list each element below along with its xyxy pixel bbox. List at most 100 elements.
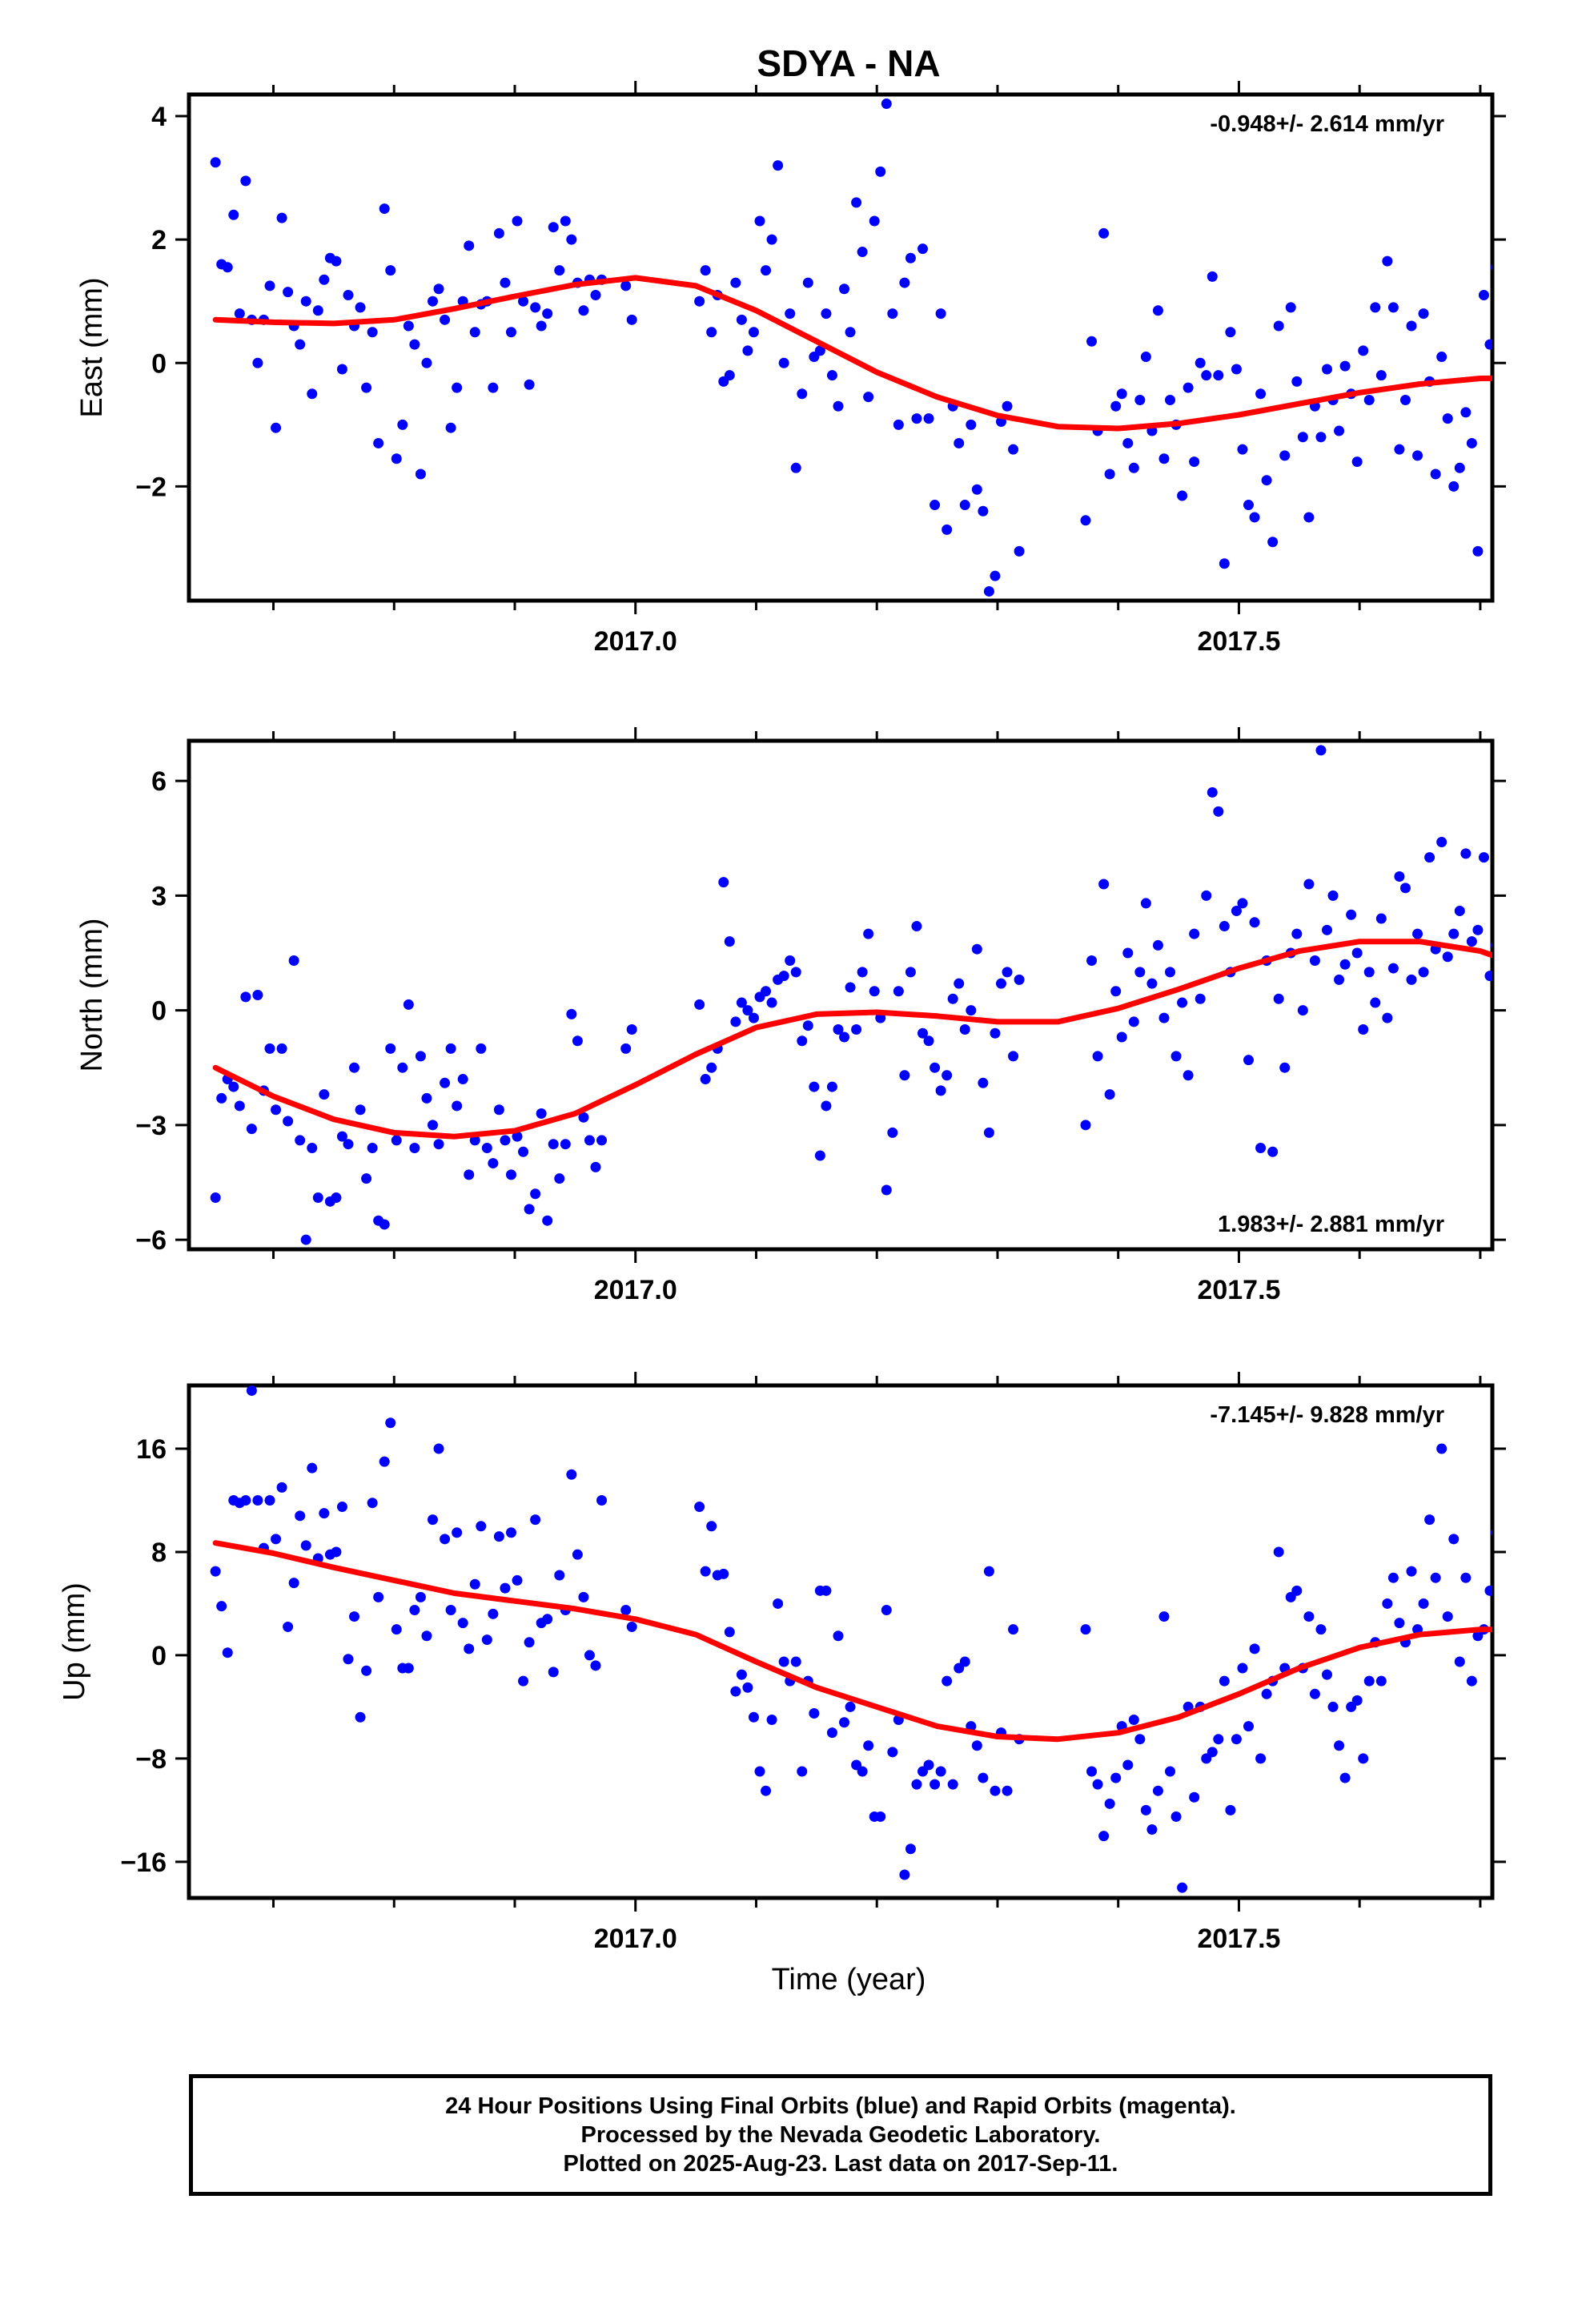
up-y-tick-label: 0 — [151, 1641, 167, 1671]
north-data-point — [367, 1142, 378, 1153]
up-data-point — [524, 1637, 535, 1648]
north-data-point — [1122, 947, 1134, 959]
east-data-point — [1375, 370, 1387, 381]
north-data-point — [1472, 924, 1484, 935]
up-data-point — [1273, 1546, 1284, 1558]
east-data-point — [754, 215, 765, 227]
north-data-point — [560, 1139, 571, 1150]
north-data-point — [833, 1023, 844, 1035]
up-data-point — [572, 1549, 583, 1560]
north-data-point — [500, 1135, 511, 1146]
north-data-point — [505, 1169, 516, 1180]
east-data-point — [283, 287, 294, 298]
east-data-point — [385, 265, 396, 276]
up-data-point — [1002, 1785, 1013, 1796]
east-data-point — [1430, 468, 1441, 480]
north-data-point — [983, 1127, 994, 1138]
east-data-point — [857, 247, 868, 258]
east-data-point — [1255, 388, 1267, 400]
north-data-point — [481, 1142, 492, 1153]
footer-line-1: 24 Hour Positions Using Final Orbits (bl… — [445, 2093, 1236, 2119]
east-data-point — [427, 296, 438, 307]
east-data-point — [971, 484, 982, 495]
footer-line-3: Plotted on 2025-Aug-23. Last data on 201… — [563, 2151, 1118, 2177]
north-data-point — [700, 1074, 711, 1085]
north-data-point — [343, 1139, 354, 1150]
up-data-point — [1231, 1734, 1242, 1745]
north-data-point — [476, 1043, 487, 1054]
up-data-point — [911, 1779, 922, 1790]
east-data-point — [778, 357, 789, 368]
north-data-point — [1382, 1012, 1393, 1023]
up-data-point — [857, 1766, 868, 1777]
up-data-point — [1363, 1675, 1375, 1687]
east-data-point — [464, 240, 475, 251]
up-data-point — [1551, 1695, 1561, 1706]
up-data-point — [283, 1621, 294, 1632]
north-data-point — [403, 999, 414, 1010]
east-data-point — [1472, 545, 1484, 557]
east-data-point — [814, 345, 825, 356]
east-data-point — [343, 289, 354, 300]
up-data-point — [990, 1785, 1001, 1796]
north-data-point — [385, 1043, 396, 1054]
up-data-point — [1128, 1715, 1139, 1726]
up-data-point — [590, 1660, 601, 1671]
east-data-point — [373, 437, 384, 448]
up-data-point — [596, 1494, 608, 1506]
east-data-point — [1285, 302, 1296, 313]
east-data-point — [978, 505, 989, 517]
east-data-point — [851, 197, 862, 208]
north-data-point — [1092, 1051, 1103, 1062]
north-data-point — [814, 1150, 825, 1161]
up-data-point — [1261, 1688, 1272, 1699]
up-data-point — [983, 1566, 994, 1577]
east-data-point — [379, 203, 390, 215]
east-data-point — [1128, 462, 1139, 473]
up-data-point — [1315, 1624, 1327, 1635]
north-rate-label: 1.983+/- 2.881 mm/yr — [1218, 1212, 1444, 1237]
east-data-point — [887, 308, 898, 320]
north-data-point — [1237, 898, 1248, 909]
east-data-point — [839, 283, 850, 295]
north-data-point — [319, 1089, 330, 1100]
north-data-point — [1128, 1016, 1139, 1027]
up-data-point — [773, 1598, 784, 1609]
north-data-point — [1327, 890, 1339, 901]
up-data-point — [730, 1686, 741, 1697]
north-data-point — [1539, 936, 1549, 947]
up-data-point — [1503, 1637, 1513, 1647]
up-data-point — [1207, 1747, 1218, 1758]
east-data-point — [548, 222, 559, 233]
north-data-point — [978, 1077, 989, 1088]
north-data-point — [887, 1127, 898, 1138]
north-data-point — [1563, 1020, 1573, 1031]
east-data-point — [1460, 407, 1472, 418]
north-data-point — [766, 997, 777, 1008]
north-data-point — [578, 1112, 589, 1123]
north-data-point — [1189, 928, 1200, 939]
north-data-point — [518, 1146, 529, 1157]
north-data-point — [1291, 928, 1303, 939]
north-data-point — [1448, 928, 1460, 939]
east-data-point — [560, 215, 571, 227]
east-y-tick-label: 2 — [151, 225, 167, 255]
east-data-point — [440, 314, 451, 325]
east-data-point — [367, 327, 378, 338]
north-data-point — [1491, 941, 1492, 950]
east-data-point — [1116, 388, 1127, 400]
north-data-point — [954, 978, 965, 989]
east-data-point — [1231, 364, 1242, 375]
east-data-point — [1406, 320, 1417, 332]
north-data-point — [1213, 806, 1224, 817]
north-data-point — [1182, 1070, 1194, 1081]
north-y-axis-label: North (mm) — [75, 918, 109, 1072]
east-data-point — [954, 437, 965, 448]
east-data-point — [959, 500, 970, 511]
east-data-point — [1273, 320, 1284, 332]
up-data-point — [319, 1508, 330, 1519]
north-data-point — [246, 1124, 257, 1135]
north-data-point — [1576, 951, 1582, 962]
north-data-point — [1152, 939, 1163, 951]
north-data-point — [802, 1020, 813, 1031]
